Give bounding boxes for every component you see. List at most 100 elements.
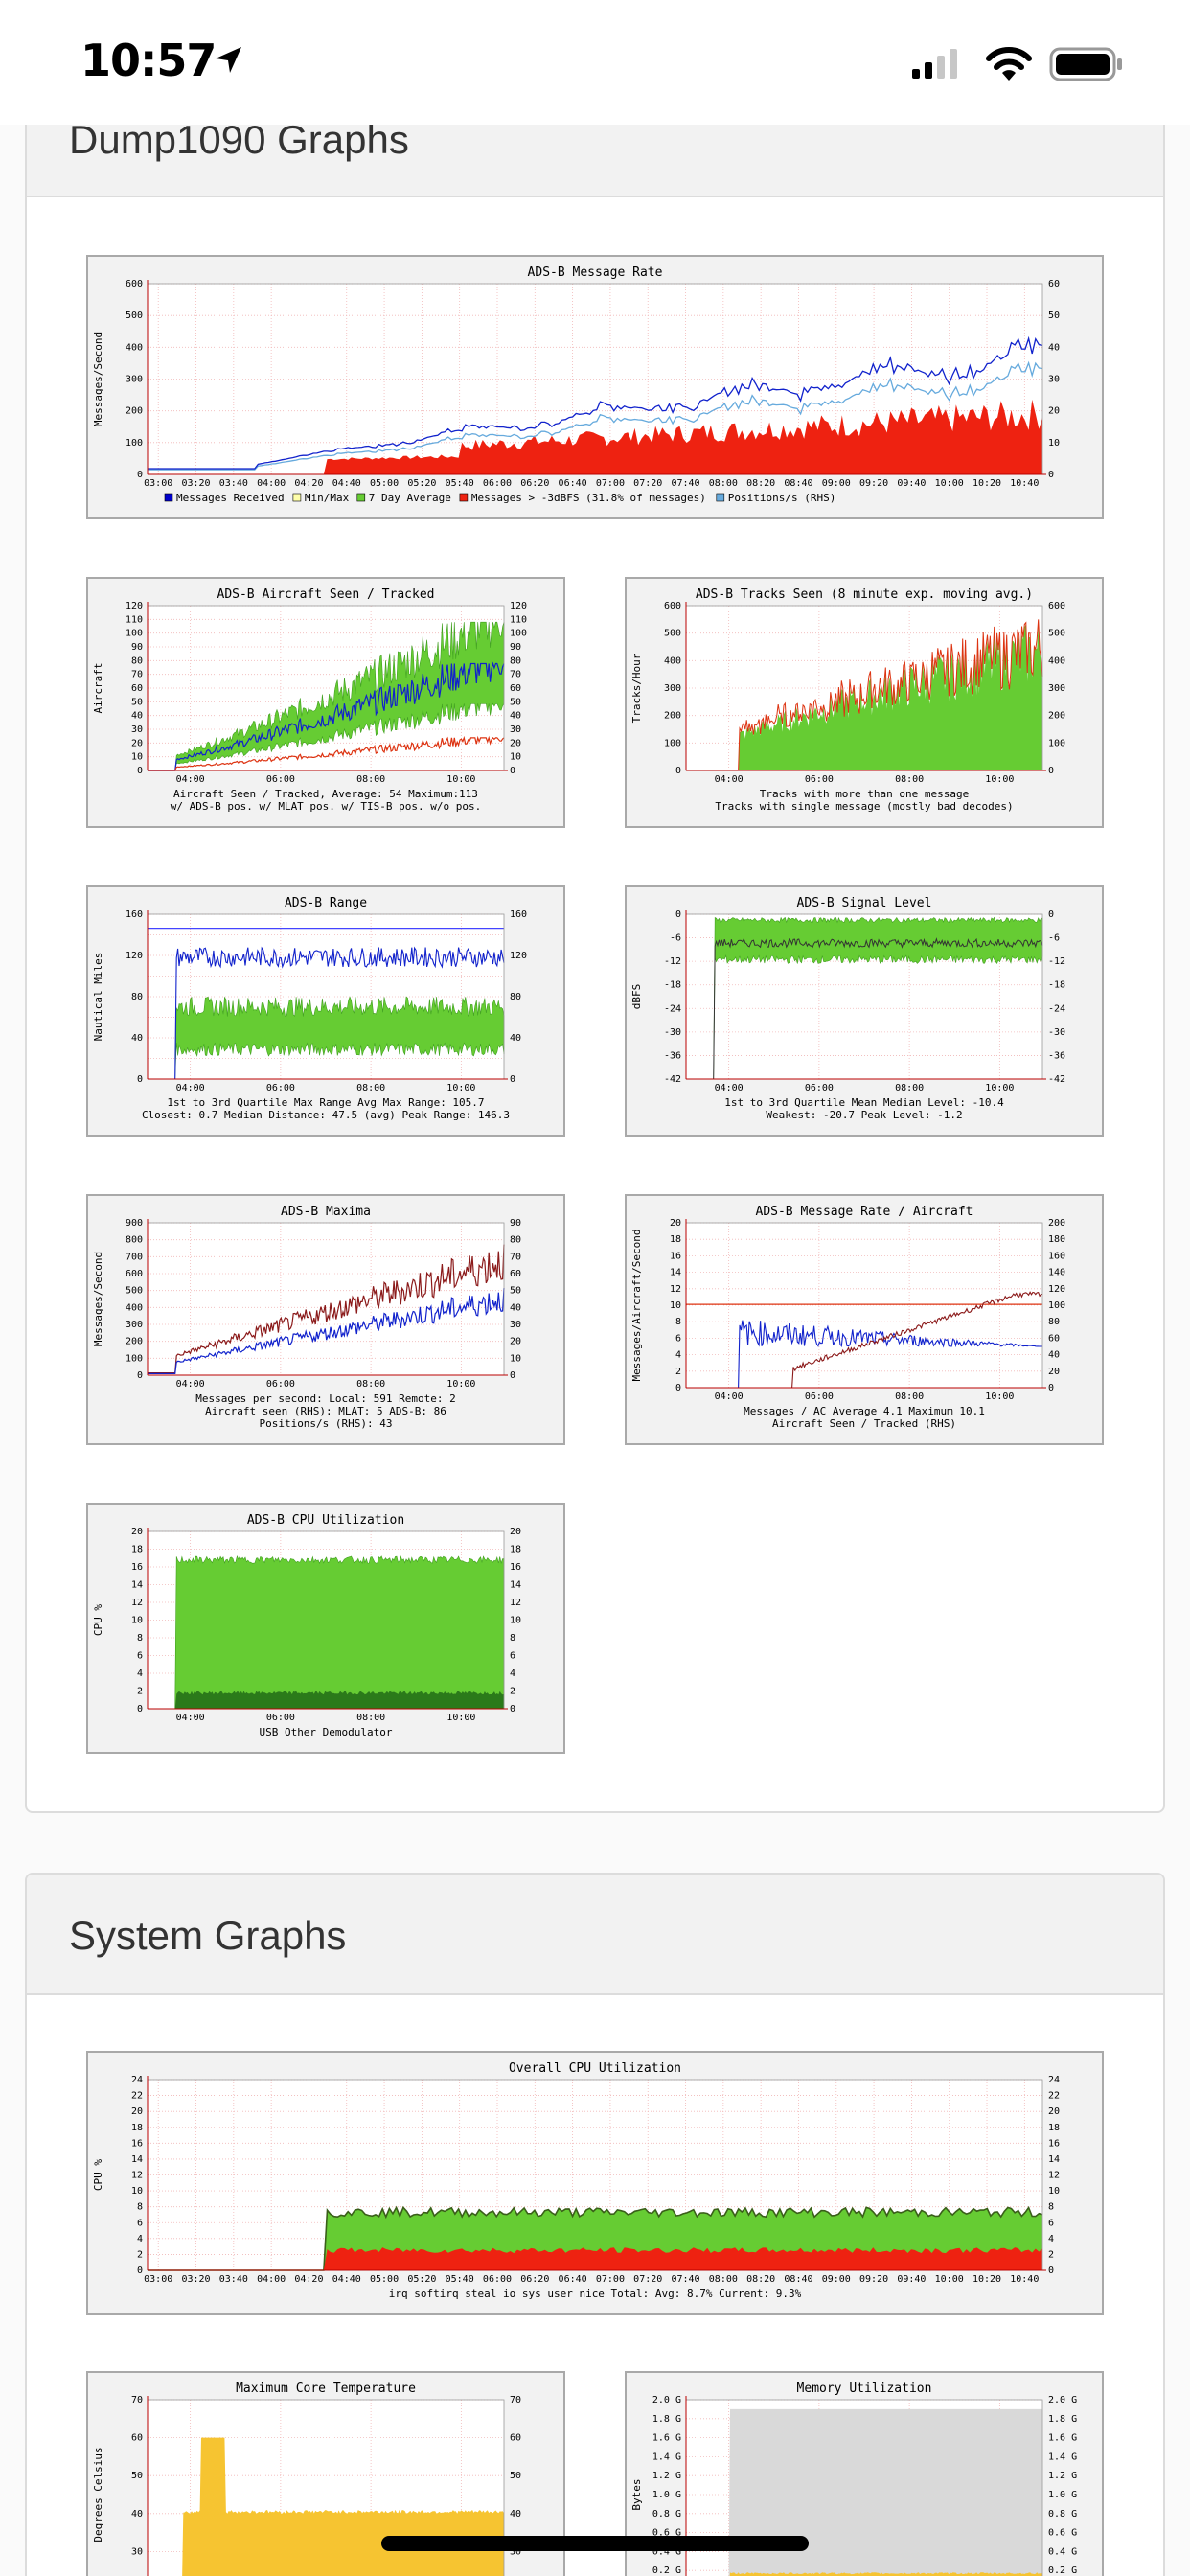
y-right-tick-label: -6 xyxy=(1048,933,1060,944)
x-tick-label: 08:00 xyxy=(356,1379,385,1390)
y-right-tick-label: 20 xyxy=(510,738,521,748)
y-axis-label: Nautical Miles xyxy=(92,953,104,1042)
y-right-tick-label: 6 xyxy=(1048,2218,1054,2228)
y-right-tick-label: 10 xyxy=(1048,2186,1060,2196)
y-right-tick-label: 60 xyxy=(510,1269,521,1279)
y-right-tick-label: 600 xyxy=(1048,601,1065,611)
y-tick-label: 120 xyxy=(126,951,143,961)
graph-signal[interactable]: ADS-B Signal Level 0 0 -6 -6 -12 -12 -18 -18 -24 -… xyxy=(625,886,1104,1137)
legend-line: irq softirq steal io sys user nice Total… xyxy=(389,2288,802,2300)
y-tick-label: 8 xyxy=(137,1633,143,1644)
graph-tracks-seen[interactable]: ADS-B Tracks Seen (8 minute exp. moving … xyxy=(625,577,1104,828)
y-tick-label: 22 xyxy=(131,2091,143,2102)
y-tick-label: 30 xyxy=(131,724,143,735)
y-right-tick-label: 160 xyxy=(510,909,527,920)
y-right-tick-label: 10 xyxy=(510,1616,521,1626)
x-tick-label: 10:40 xyxy=(1010,478,1039,489)
y-axis-label: Degrees Celsius xyxy=(92,2447,104,2542)
y-tick-label: -42 xyxy=(664,1074,681,1085)
y-right-tick-label: 40 xyxy=(1048,342,1060,353)
y-right-tick-label: 8 xyxy=(1048,2202,1054,2213)
y-tick-label: 12 xyxy=(670,1284,681,1295)
y-tick-label: 20 xyxy=(131,2106,143,2117)
x-tick-label: 04:00 xyxy=(257,478,286,489)
x-tick-label: 04:00 xyxy=(176,1083,205,1093)
y-right-tick-label: 80 xyxy=(510,656,521,666)
x-tick-label: 04:20 xyxy=(294,478,323,489)
x-tick-label: 04:40 xyxy=(332,478,361,489)
y-tick-label: 80 xyxy=(131,992,143,1002)
y-tick-label: 1.8 G xyxy=(652,2414,681,2425)
graph-range[interactable]: ADS-B Range 160 160 120 120 80 80 40 40 0 0 Nautica… xyxy=(86,886,565,1137)
y-tick-label: 30 xyxy=(131,2546,143,2557)
legend-swatch xyxy=(164,493,173,502)
y-right-tick-label: 0.6 G xyxy=(1048,2528,1077,2539)
graph-msg-rate[interactable]: ADS-B Message Rate 600 60 500 50 400 40 300 30 20… xyxy=(86,255,1104,519)
y-axis-label: Messages/Second xyxy=(92,1252,104,1346)
y-right-tick-label: 0 xyxy=(1048,470,1054,480)
y-tick-label: 40 xyxy=(131,711,143,722)
y-right-tick-label: 80 xyxy=(510,1235,521,1246)
y-tick-label: 40 xyxy=(131,2509,143,2519)
x-tick-label: 09:40 xyxy=(897,2274,926,2285)
y-right-tick-label: 1.2 G xyxy=(1048,2471,1077,2481)
y-tick-label: 0 xyxy=(137,470,143,480)
y-axis-label: CPU % xyxy=(92,2159,104,2191)
y-tick-label: 16 xyxy=(131,2138,143,2149)
graph-cpu[interactable]: ADS-B CPU Utilization 20 20 18 18 16 16 14 14 12 1… xyxy=(86,1503,565,1754)
y-right-tick-label: 200 xyxy=(1048,1218,1065,1229)
legend-line: Weakest: -20.7 Peak Level: -1.2 xyxy=(766,1109,962,1121)
legend-swatch xyxy=(292,493,302,502)
x-tick-label: 08:40 xyxy=(784,478,812,489)
x-tick-label: 03:40 xyxy=(219,2274,248,2285)
y-tick-label: 14 xyxy=(131,2154,143,2165)
y-right-tick-label: 10 xyxy=(1048,438,1060,448)
y-right-tick-label: -12 xyxy=(1048,956,1065,967)
y-right-tick-label: -42 xyxy=(1048,1074,1065,1085)
panel-title: System Graphs xyxy=(69,1913,347,1958)
y-axis-label: dBFS xyxy=(630,984,643,1010)
graph-rate-aircraft[interactable]: ADS-B Message Rate / Aircraft 20 200 18 180 1… xyxy=(625,1194,1104,1445)
y-tick-label: -36 xyxy=(664,1050,681,1061)
y-right-tick-label: 40 xyxy=(510,1033,521,1044)
graph-memory[interactable]: Memory Utilization 2.0 G 2.0 G 1.8 G 1.8 G 1.… xyxy=(625,2371,1104,2576)
y-right-tick-label: 60 xyxy=(1048,1333,1060,1344)
y-tick-label: 0.8 G xyxy=(652,2509,681,2519)
x-tick-label: 05:20 xyxy=(407,2274,436,2285)
x-tick-label: 03:20 xyxy=(181,2274,210,2285)
y-tick-label: 8 xyxy=(675,1317,681,1327)
y-right-tick-label: 2 xyxy=(510,1687,515,1697)
y-right-tick-label: 18 xyxy=(510,1545,521,1555)
y-right-tick-label: 100 xyxy=(510,629,527,639)
y-right-tick-label: 2 xyxy=(1048,2249,1054,2260)
x-tick-label: 04:00 xyxy=(176,1379,205,1390)
graph-maxima[interactable]: ADS-B Maxima 900 90 800 80 700 70 600 60 500 50 400… xyxy=(86,1194,565,1445)
y-tick-label: -24 xyxy=(664,1003,681,1014)
y-tick-label: 16 xyxy=(131,1562,143,1573)
y-right-tick-label: 0 xyxy=(510,1370,515,1381)
graph-aircraft-seen[interactable]: ADS-B Aircraft Seen / Tracked 120 120 110 11… xyxy=(86,577,565,828)
x-tick-label: 06:00 xyxy=(266,774,295,785)
y-tick-label: 400 xyxy=(126,1302,143,1313)
y-tick-label: 0 xyxy=(675,1383,681,1393)
y-tick-label: 0 xyxy=(137,1370,143,1381)
y-right-tick-label: -24 xyxy=(1048,1003,1065,1014)
y-tick-label: 1.0 G xyxy=(652,2490,681,2500)
x-tick-label: 05:00 xyxy=(370,2274,399,2285)
y-tick-label: 4 xyxy=(137,2234,143,2244)
y-tick-label: 0.2 G xyxy=(652,2565,681,2576)
y-tick-label: 0 xyxy=(137,1074,143,1085)
legend-label: 7 Day Average xyxy=(369,492,451,504)
y-right-tick-label: 2.0 G xyxy=(1048,2395,1077,2405)
x-tick-label: 03:00 xyxy=(144,2274,172,2285)
y-right-tick-label: 14 xyxy=(1048,2154,1060,2165)
y-tick-label: 400 xyxy=(126,342,143,353)
y-axis-label: Aircraft xyxy=(92,663,104,714)
y-right-tick-label: 400 xyxy=(1048,656,1065,666)
y-tick-label: 70 xyxy=(131,2395,143,2405)
legend-swatch xyxy=(459,493,469,502)
y-right-tick-label: 110 xyxy=(510,614,527,625)
y-right-tick-label: -18 xyxy=(1048,980,1065,991)
graph-overall-cpu[interactable]: Overall CPU Utilization 24 24 22 22 20 20 18 18 1… xyxy=(86,2051,1104,2315)
